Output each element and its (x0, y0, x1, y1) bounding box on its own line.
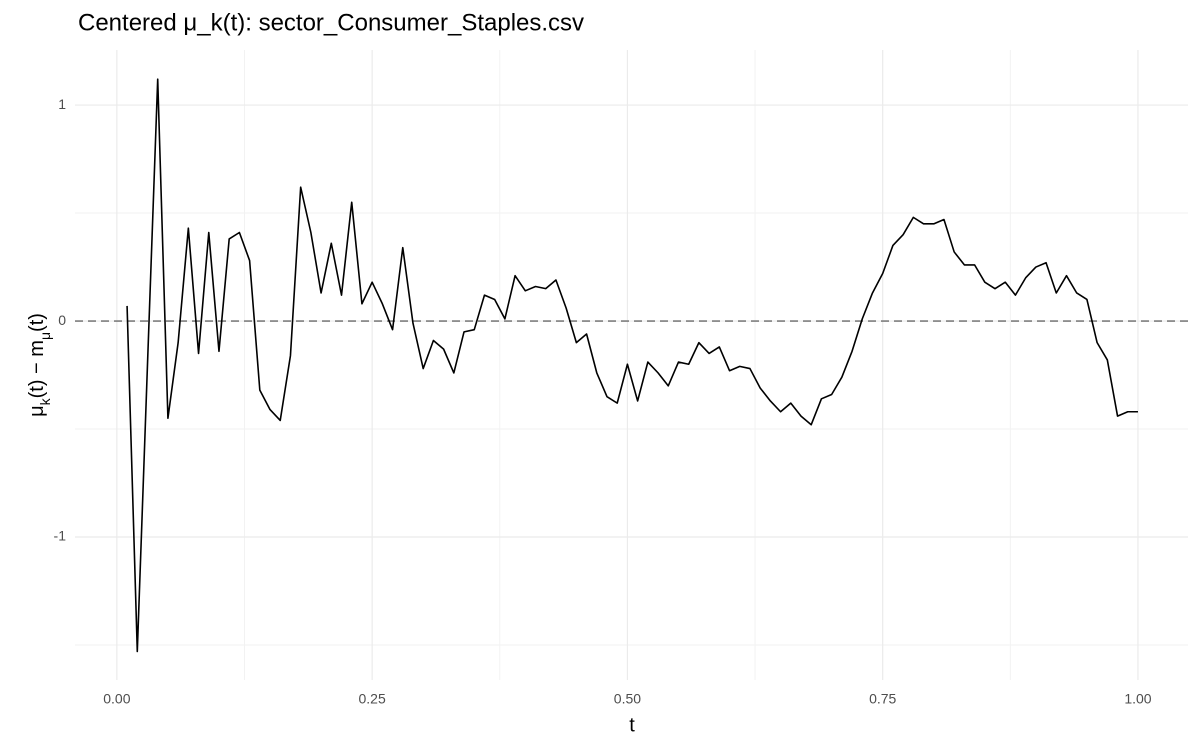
grid (75, 50, 1188, 680)
y-tick-label: 0 (58, 312, 66, 328)
x-tick-label: 0.25 (359, 691, 386, 707)
y-axis-label-part: (t) (26, 313, 48, 332)
y-axis-label-part: μ (37, 332, 53, 340)
x-tick-label: 0.50 (614, 691, 641, 707)
y-axis-label-part: (t) − m (26, 340, 48, 398)
data-line (126, 78, 1138, 653)
x-axis-label: t (629, 714, 635, 736)
y-axis-label-part: μ (26, 405, 48, 417)
y-tick-label: -1 (54, 528, 67, 544)
x-tick-label: 0.00 (103, 691, 130, 707)
y-tick-label: 1 (58, 96, 66, 112)
x-tick-label: 1.00 (1124, 691, 1151, 707)
y-axis-label: μk(t) − mμ(t) (26, 313, 52, 417)
y-axis-label-part: k (37, 397, 53, 405)
x-tick-label: 0.75 (869, 691, 896, 707)
chart-title: Centered μ_k(t): sector_Consumer_Staples… (78, 9, 584, 36)
